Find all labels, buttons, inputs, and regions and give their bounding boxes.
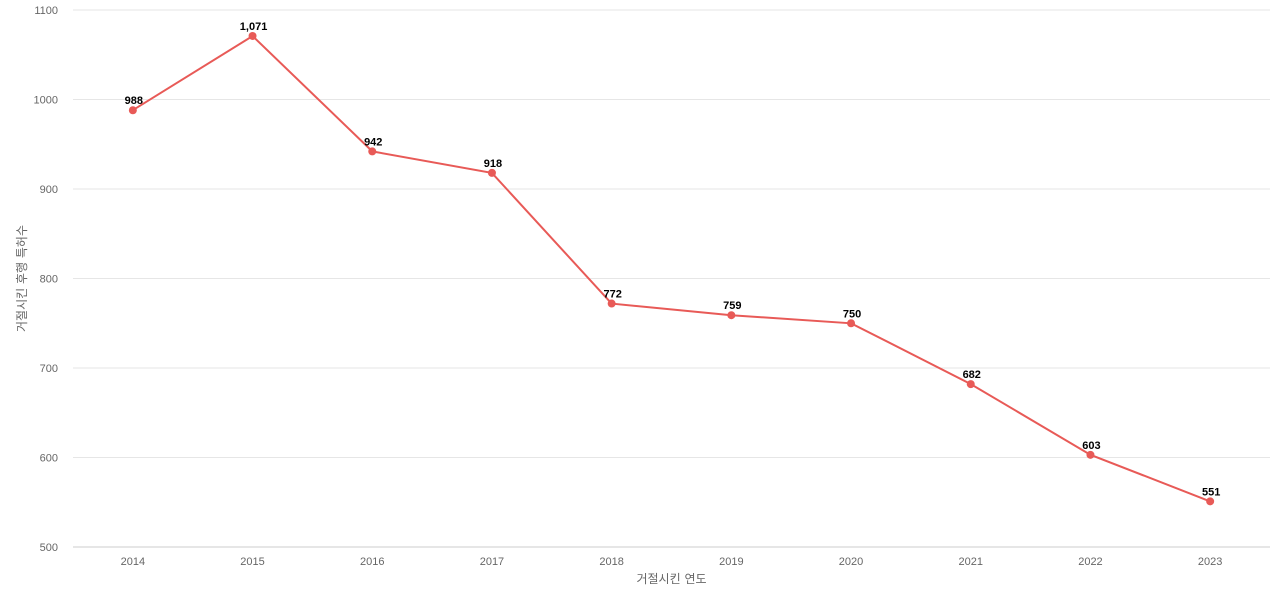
x-tick-label: 2021	[959, 556, 983, 568]
x-tick-label: 2022	[1078, 556, 1102, 568]
data-label: 603	[1082, 440, 1100, 452]
x-tick-label: 2016	[360, 556, 384, 568]
data-point	[966, 380, 975, 389]
x-tick-label: 2019	[719, 556, 743, 568]
data-point	[847, 319, 856, 328]
y-axis-ticks: 500 600 700 800 900 1000 1100	[34, 5, 58, 554]
data-point	[487, 168, 496, 177]
y-tick-label: 500	[40, 542, 58, 554]
data-label: 682	[963, 369, 981, 381]
x-tick-label: 2018	[599, 556, 623, 568]
data-label: 750	[843, 308, 861, 320]
data-point	[128, 106, 137, 115]
y-tick-label: 1000	[34, 95, 58, 107]
gridlines	[73, 9, 1270, 458]
y-tick-label: 600	[40, 453, 58, 465]
x-axis-ticks: 2014 2015 2016 2017 2018 2019 2020 2021 2022 2023	[121, 556, 1223, 568]
data-point	[1206, 497, 1215, 506]
y-tick-label: 700	[40, 363, 58, 375]
data-points	[128, 31, 1215, 506]
data-point	[1086, 450, 1095, 459]
x-tick-label: 2017	[480, 556, 504, 568]
y-axis-title: 거절시킨 후행 특허수	[14, 225, 29, 332]
data-labels: 988 1,071 942 918 772 759 750 682 603 551	[125, 21, 1221, 498]
x-tick-label: 2023	[1198, 556, 1222, 568]
data-point	[368, 147, 377, 156]
x-axis-title: 거절시킨 연도	[636, 572, 706, 586]
data-point	[248, 31, 257, 40]
data-label: 918	[484, 158, 502, 170]
data-label: 759	[723, 300, 741, 312]
data-label: 988	[125, 95, 143, 107]
y-tick-label: 800	[40, 274, 58, 286]
data-label: 551	[1202, 486, 1220, 498]
series-group	[132, 34, 1211, 503]
series-line	[132, 34, 1211, 503]
data-point	[607, 299, 616, 308]
data-label: 942	[364, 136, 382, 148]
x-tick-label: 2015	[240, 556, 264, 568]
x-tick-label: 2014	[121, 556, 145, 568]
y-tick-label: 900	[40, 184, 58, 196]
data-label: 772	[603, 289, 621, 301]
data-point	[727, 311, 736, 320]
data-label: 1,071	[240, 21, 268, 33]
y-tick-label: 1100	[34, 5, 58, 17]
x-tick-label: 2020	[839, 556, 863, 568]
